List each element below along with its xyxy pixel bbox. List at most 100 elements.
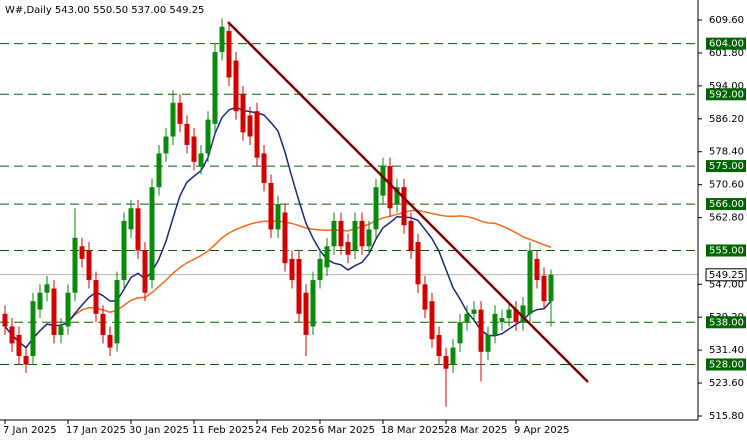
- candle-body: [86, 250, 92, 281]
- candle-body: [359, 220, 365, 247]
- axis-layer: 609.60 601.80 594.00 586.20 578.40 570.60 562.…: [3, 15, 747, 436]
- candle-body: [415, 242, 421, 285]
- x-tick-label: 28 Mar 2025: [444, 425, 507, 436]
- x-tick-label: 11 Feb 2025: [192, 425, 254, 436]
- level-label-box: [706, 358, 746, 371]
- y-tick-label: 515.80: [709, 411, 744, 422]
- last-price-label: 549.25: [709, 270, 744, 281]
- candle-body: [331, 220, 337, 247]
- x-tick-label: 17 Jan 2025: [66, 425, 126, 436]
- level-label: 528.00: [709, 359, 744, 370]
- x-tick-label: 6 Mar 2025: [318, 425, 375, 436]
- candle-body: [233, 60, 239, 112]
- candle-body: [436, 334, 442, 357]
- candle-body: [380, 166, 386, 196]
- candle-body: [429, 301, 435, 340]
- candle-body: [142, 250, 148, 293]
- candle-body: [198, 153, 204, 167]
- candle-body: [163, 136, 169, 154]
- candle-body: [464, 313, 470, 323]
- x-tick-label: 30 Jan 2025: [129, 425, 189, 436]
- level-label-box: [706, 244, 746, 257]
- candle-body: [149, 187, 155, 281]
- candle-body: [366, 229, 372, 247]
- candle-body: [310, 280, 316, 327]
- candle-body: [261, 153, 267, 183]
- candle-body: [30, 301, 36, 357]
- candle-body: [205, 119, 211, 154]
- candle-body: [303, 292, 309, 335]
- candle-body: [100, 313, 106, 335]
- candle-body: [114, 280, 120, 344]
- candle-body: [422, 284, 428, 310]
- y-tick-label: 609.60: [709, 15, 744, 26]
- level-label-box: [706, 198, 746, 211]
- candle-body: [443, 356, 449, 369]
- y-tick-label: 547.00: [709, 279, 744, 290]
- candle-body: [345, 242, 351, 255]
- y-tick-label: 578.40: [709, 147, 744, 158]
- level-label: 555.00: [709, 246, 744, 257]
- y-tick-label: 594.00: [709, 81, 744, 92]
- candle-body: [37, 292, 43, 310]
- candle-body: [296, 258, 302, 314]
- candle-body: [282, 212, 288, 264]
- level-label: 592.00: [709, 89, 744, 100]
- level-label-box: [706, 88, 746, 101]
- candle-body: [506, 309, 512, 319]
- level-label: 538.00: [709, 317, 744, 328]
- candle-body: [23, 356, 29, 365]
- candle-body: [121, 220, 127, 281]
- candle-body: [79, 246, 85, 259]
- level-label-box: [706, 316, 746, 329]
- candle-body: [58, 326, 64, 335]
- candle-body: [247, 115, 253, 137]
- candle-body: [520, 305, 526, 323]
- candle-body: [226, 30, 232, 78]
- candle-body: [268, 182, 274, 230]
- level-label: 566.00: [709, 199, 744, 210]
- candle-body: [492, 313, 498, 335]
- chart-title: W#,Daily 543.00 550.50 537.00 549.25: [5, 5, 204, 16]
- level-label: 604.00: [709, 39, 744, 50]
- candle-body: [408, 220, 414, 251]
- candle-body: [352, 220, 358, 251]
- candle-body: [128, 208, 134, 230]
- level-label: 575.00: [709, 161, 744, 172]
- candle-body: [450, 347, 456, 365]
- candle-body: [373, 187, 379, 230]
- candle-body: [275, 204, 281, 230]
- candle-body: [548, 274, 554, 302]
- trend-line: [227, 21, 589, 383]
- candle-body: [394, 187, 400, 205]
- candle-body: [135, 208, 141, 251]
- x-tick-label: 7 Jan 2025: [3, 425, 57, 436]
- candle-body: [93, 280, 99, 314]
- plot-area: [0, 18, 698, 407]
- candle-body: [527, 250, 533, 314]
- candle-body: [317, 258, 323, 281]
- candle-body: [471, 309, 477, 314]
- candle-body: [219, 26, 225, 53]
- candle-body: [65, 292, 71, 327]
- candle-body: [170, 102, 176, 137]
- x-tick-label: 18 Mar 2025: [381, 425, 444, 436]
- candle-body: [156, 153, 162, 188]
- candle-body: [387, 166, 393, 209]
- candle-body: [240, 94, 246, 133]
- level-label-box: [706, 160, 746, 173]
- candle-body: [457, 322, 463, 344]
- candle-body: [107, 334, 113, 348]
- candle-body: [44, 284, 50, 293]
- candle-body: [177, 102, 183, 124]
- candle-body: [478, 309, 484, 352]
- candle-body: [401, 187, 407, 226]
- y-tick-label: 531.40: [709, 345, 744, 356]
- y-tick-label: 586.20: [709, 114, 744, 125]
- candle-body: [338, 220, 344, 247]
- level-label-box: [706, 37, 746, 50]
- last-price-box: [705, 268, 747, 282]
- y-tick-label: 570.60: [709, 180, 744, 191]
- x-tick-label: 9 Apr 2025: [514, 425, 569, 436]
